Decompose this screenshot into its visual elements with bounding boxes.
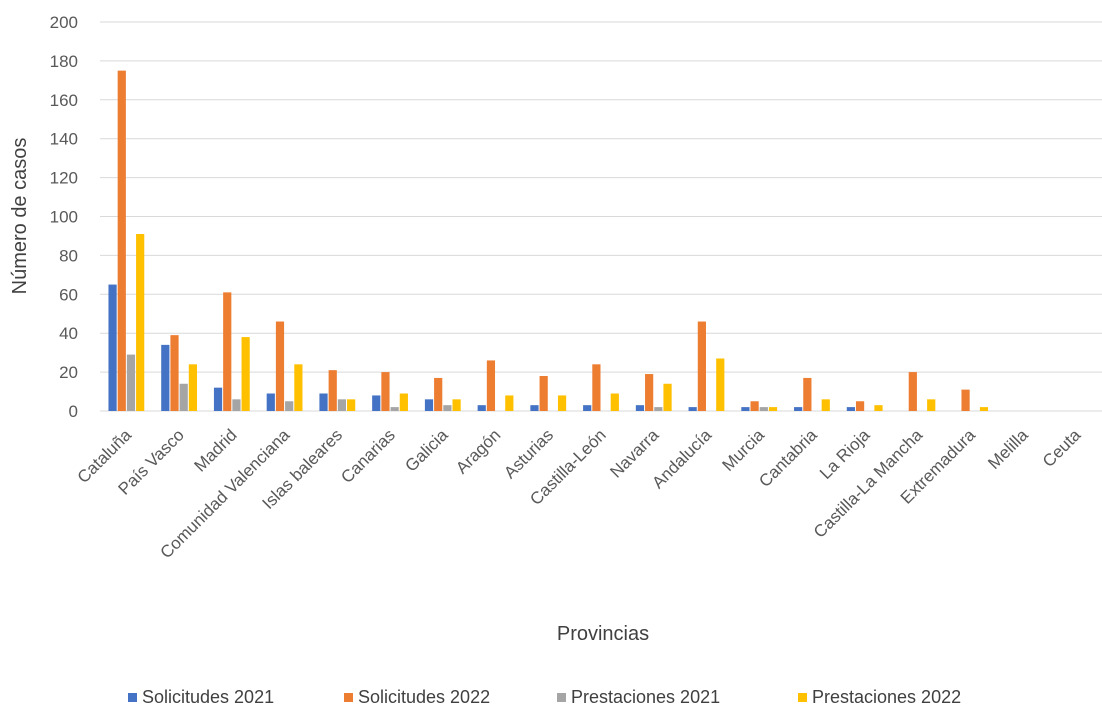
y-tick-label: 100	[50, 208, 78, 227]
bar-3-13	[759, 407, 768, 411]
category-label: Cantabria	[755, 425, 821, 491]
category-label: Ceuta	[1039, 425, 1085, 471]
bar-3-11	[654, 407, 663, 411]
category-label: Galicia	[401, 425, 452, 476]
bar-4-6	[399, 393, 408, 411]
bar-1-11	[635, 405, 645, 411]
y-tick-label: 0	[69, 402, 78, 421]
bar-4-14	[821, 399, 830, 411]
bar-3-2	[179, 383, 188, 411]
bar-4-4	[294, 364, 303, 411]
bar-2-8	[486, 360, 496, 411]
bar-4-13	[768, 407, 778, 411]
bar-4-5	[347, 399, 356, 411]
category-label: Melilla	[984, 425, 1032, 473]
legend-swatch-1	[128, 693, 137, 702]
bar-4-10	[610, 393, 619, 411]
y-tick-label: 80	[59, 246, 78, 265]
legend-label: Prestaciones 2022	[812, 687, 961, 707]
y-axis-ticks: 0 20 40 60 80 100 120 140 160 180 200	[50, 13, 78, 421]
category-label: Madrid	[190, 425, 240, 475]
bar-3-1	[126, 354, 136, 411]
bar-2-15	[855, 401, 865, 411]
bar-4-17	[979, 407, 989, 411]
y-tick-label: 160	[50, 91, 78, 110]
legend-label: Solicitudes 2021	[142, 687, 274, 707]
bar-2-11	[645, 374, 654, 411]
legend-swatch-3	[557, 693, 566, 702]
category-label: Aragón	[452, 425, 504, 477]
y-tick-label: 200	[50, 13, 78, 32]
category-label: Canarias	[337, 425, 399, 487]
bar-4-11	[663, 383, 672, 411]
bars	[108, 70, 989, 412]
bar-2-13	[750, 401, 759, 411]
y-tick-label: 40	[59, 324, 78, 343]
bar-2-10	[592, 364, 601, 411]
bar-3-3	[232, 399, 241, 411]
legend-label: Solicitudes 2022	[358, 687, 490, 707]
y-tick-label: 140	[50, 130, 78, 149]
category-label: Murcia	[719, 425, 769, 475]
bar-1-6	[372, 395, 381, 411]
bar-2-5	[328, 370, 337, 411]
bar-1-7	[424, 399, 434, 411]
bar-2-17	[961, 389, 970, 411]
bar-4-12	[716, 358, 725, 411]
bar-1-5	[319, 393, 328, 411]
bar-2-16	[908, 372, 917, 411]
y-tick-label: 60	[59, 285, 78, 304]
bar-1-3	[213, 387, 223, 411]
bar-2-6	[381, 372, 390, 411]
x-axis-title: Provincias	[557, 623, 649, 645]
bar-1-8	[477, 405, 486, 411]
bar-3-7	[443, 405, 452, 411]
y-tick-label: 120	[50, 169, 78, 188]
bar-3-4	[285, 401, 294, 411]
bar-1-2	[161, 344, 170, 411]
bar-4-3	[241, 337, 250, 411]
bar-4-9	[557, 395, 567, 411]
bar-2-12	[697, 321, 706, 411]
y-tick-label: 180	[50, 52, 78, 71]
bar-1-1	[108, 284, 117, 411]
bar-1-13	[741, 407, 750, 411]
bar-3-5	[337, 399, 347, 411]
bar-4-1	[136, 234, 145, 411]
bar-1-4	[266, 393, 275, 411]
y-axis-title: Número de casos	[9, 138, 31, 295]
bar-4-15	[874, 405, 883, 411]
bar-2-3	[223, 292, 232, 411]
legend-swatch-2	[344, 693, 353, 702]
bar-4-2	[188, 364, 198, 411]
bar-1-15	[846, 407, 855, 411]
bar-2-9	[539, 375, 548, 411]
gridlines	[100, 21, 1102, 412]
bar-2-14	[803, 377, 812, 411]
bar-2-1	[117, 70, 126, 412]
bar-2-2	[170, 335, 179, 411]
bar-1-10	[583, 405, 592, 411]
y-tick-label: 20	[59, 363, 78, 382]
bar-1-9	[530, 405, 539, 411]
bar-4-7	[452, 399, 461, 411]
bar-1-12	[688, 407, 697, 411]
legend-swatch-4	[798, 693, 807, 702]
bar-4-16	[927, 399, 936, 411]
bar-2-7	[434, 377, 443, 411]
bar-2-4	[275, 321, 285, 411]
bar-3-6	[390, 407, 399, 411]
bar-1-14	[794, 407, 803, 411]
bar-4-8	[505, 395, 514, 411]
legend-label: Prestaciones 2021	[571, 687, 720, 707]
legend: Solicitudes 2021 Solicitudes 2022 Prestaci…	[128, 687, 961, 707]
